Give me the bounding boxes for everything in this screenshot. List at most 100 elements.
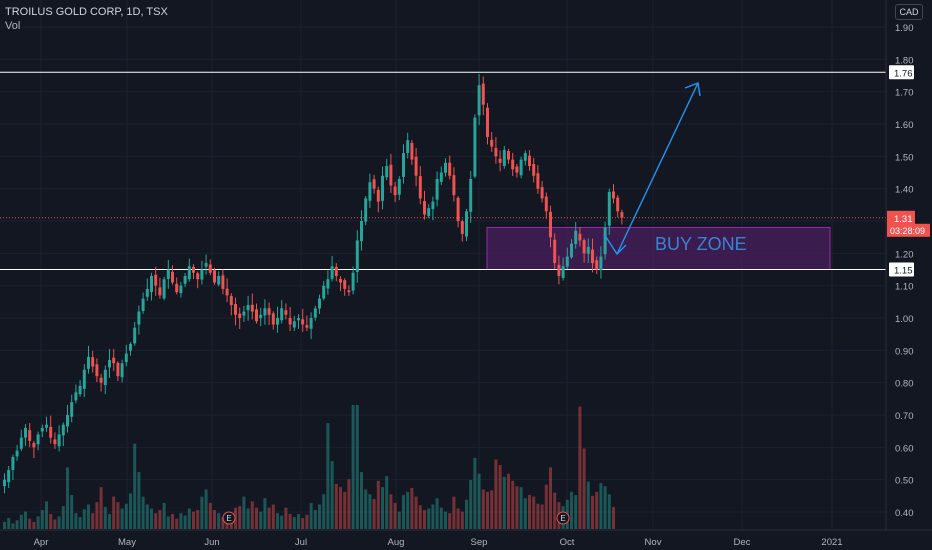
- candle-body: [351, 272, 355, 291]
- y-tick-label: 1.40: [895, 185, 914, 196]
- candle-body: [229, 295, 233, 306]
- level-price-tag: [889, 262, 914, 277]
- candle-body: [473, 117, 477, 177]
- x-tick-label: Nov: [645, 537, 662, 548]
- volume-bar: [183, 515, 187, 529]
- volume-bar: [66, 467, 69, 529]
- countdown-label: 03:28:09: [890, 226, 925, 236]
- volume-bar: [477, 473, 481, 529]
- y-tick-label: 1.10: [895, 282, 914, 293]
- buy-zone-rect: [486, 226, 831, 271]
- y-tick-label: 0.60: [895, 443, 914, 454]
- volume-bar: [150, 508, 153, 529]
- volume-bar: [309, 502, 313, 529]
- candle-body: [141, 298, 145, 311]
- price-axis[interactable]: 1.901.801.701.601.501.401.301.201.101.00…: [885, 0, 930, 530]
- candle-body: [490, 139, 494, 147]
- candle-body: [599, 256, 603, 271]
- volume-bar: [3, 521, 6, 529]
- volume-bar: [502, 476, 506, 529]
- candle-body: [297, 318, 300, 321]
- earnings-icon-letter: E: [560, 514, 565, 523]
- candle-body: [528, 155, 531, 167]
- last-price-tag: [887, 210, 915, 225]
- candle-body: [582, 240, 586, 254]
- candle-body: [406, 140, 410, 153]
- volume-bar: [175, 518, 179, 529]
- y-tick-label: 1.50: [895, 152, 914, 163]
- volume-bar: [40, 510, 44, 529]
- candle-body: [192, 266, 195, 273]
- candle-body: [7, 469, 11, 483]
- candle-body: [414, 156, 418, 176]
- volume-bar: [507, 473, 510, 529]
- candle-body: [502, 149, 506, 166]
- candle-body: [11, 457, 15, 470]
- volume-bar: [32, 521, 36, 529]
- candle-body: [435, 179, 439, 200]
- volume-bar: [460, 511, 464, 529]
- volume-bar: [171, 513, 174, 529]
- volume-bar: [511, 480, 515, 529]
- candle-body: [99, 377, 103, 383]
- volume-bar: [414, 496, 418, 529]
- volume-bar: [112, 496, 116, 529]
- candle-body: [271, 313, 275, 325]
- volume-bar: [45, 501, 48, 529]
- candle-body: [175, 283, 179, 293]
- candle-body: [242, 311, 246, 316]
- candle-body: [137, 311, 141, 325]
- candle-body: [263, 308, 267, 316]
- volume-bar: [347, 479, 351, 529]
- volume-bar: [402, 495, 405, 529]
- volume-bar: [213, 510, 216, 529]
- volume-bar: [444, 511, 447, 529]
- volume-bar: [196, 510, 200, 529]
- candle-body: [431, 201, 435, 210]
- candle-body: [343, 280, 347, 289]
- candle-body: [313, 308, 317, 318]
- candle-body: [549, 211, 552, 238]
- candle-body: [259, 314, 263, 319]
- volume-bar: [87, 504, 90, 529]
- candle-body: [481, 83, 485, 105]
- earnings-icon-letter: E: [226, 514, 231, 523]
- candle-body: [494, 147, 498, 157]
- candle-body: [250, 304, 254, 312]
- volume-bar: [318, 504, 321, 529]
- y-tick-label: 1.20: [895, 249, 914, 260]
- volume-bar: [423, 510, 426, 529]
- candle-body: [603, 227, 607, 255]
- level-price-label: 1.76: [894, 68, 913, 79]
- volume-bar: [578, 406, 582, 529]
- candle-body: [326, 279, 330, 289]
- y-tick-label: 1.00: [895, 314, 914, 325]
- currency-badge[interactable]: CAD: [895, 4, 923, 20]
- volume-bar: [473, 457, 477, 529]
- candle-body: [179, 285, 183, 294]
- volume-bar: [133, 443, 137, 529]
- volume-bar: [418, 505, 422, 529]
- volume-bar: [490, 490, 494, 529]
- candle-body: [376, 189, 380, 202]
- candle-body: [439, 172, 443, 182]
- volume-bar: [204, 489, 208, 529]
- volume-bar: [385, 476, 389, 529]
- volume-bar: [393, 502, 397, 529]
- volume-bar: [326, 423, 330, 529]
- candle-body: [187, 266, 191, 280]
- volume-bar: [612, 506, 615, 529]
- candle-body: [368, 182, 372, 201]
- candle-body: [162, 279, 166, 299]
- time-axis[interactable]: Apr May Jun Jul Aug Sep Oct Nov Dec 2021: [0, 529, 932, 548]
- candle-body: [511, 159, 515, 170]
- candle-body: [183, 275, 187, 284]
- candle-body: [108, 360, 111, 368]
- volume-bar: [187, 508, 191, 529]
- volume-bar: [19, 514, 23, 529]
- volume-bar: [553, 492, 557, 529]
- volume-bar: [267, 507, 271, 529]
- candle-body: [460, 221, 464, 234]
